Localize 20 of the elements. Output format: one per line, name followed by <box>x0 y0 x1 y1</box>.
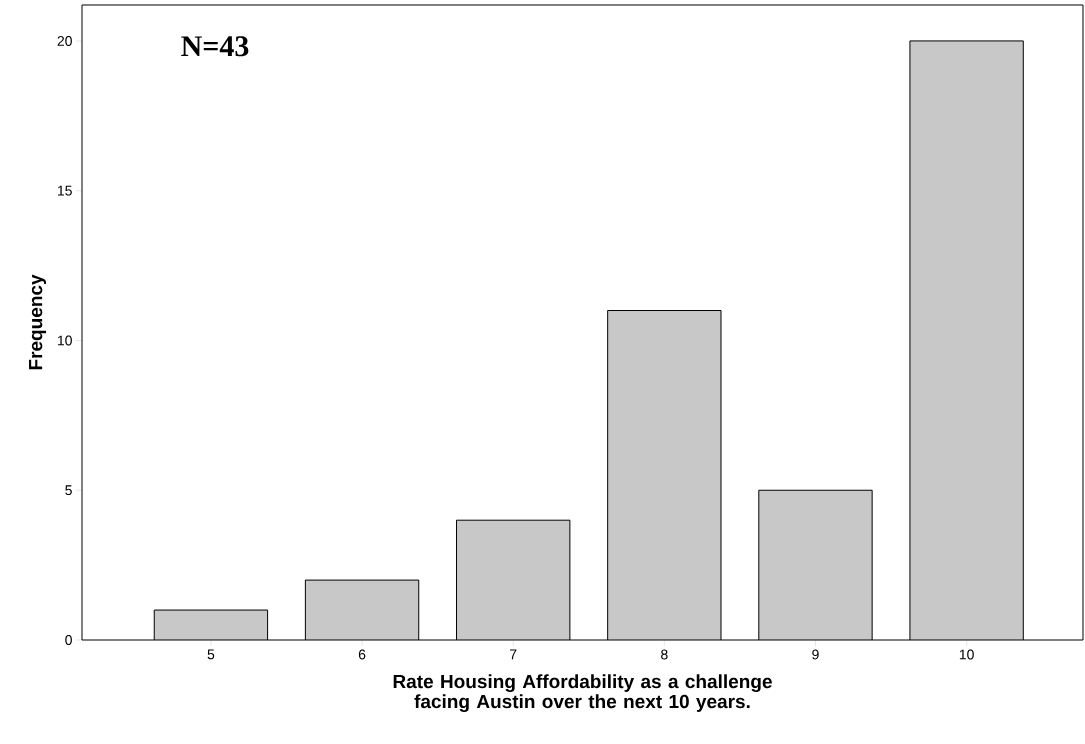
x-tick-label: 9 <box>812 649 819 660</box>
bar <box>154 610 268 640</box>
bar <box>456 519 571 640</box>
y-tick-label: 20 <box>57 35 72 46</box>
bar <box>758 489 873 640</box>
x-tick-label: 10 <box>959 649 974 660</box>
x-tick-label: 8 <box>661 649 668 660</box>
bar <box>909 40 1024 640</box>
x-tick-label: 6 <box>358 649 366 660</box>
y-tick-label: 15 <box>57 185 72 196</box>
y-tick-label: 5 <box>65 485 72 496</box>
x-tick-label: 5 <box>207 649 215 660</box>
y-tick-label: 0 <box>65 635 72 645</box>
x-tick-label: 7 <box>510 649 517 660</box>
annotation: N=43 <box>181 36 249 57</box>
bar <box>607 310 722 640</box>
bar <box>304 579 420 640</box>
y-tick-label: 10 <box>57 335 72 346</box>
y-axis-title: Frequency <box>29 274 47 370</box>
x-axis-title: Rate Housing Affordability as a challenge facing Austin over the next 10 years. <box>393 674 772 713</box>
